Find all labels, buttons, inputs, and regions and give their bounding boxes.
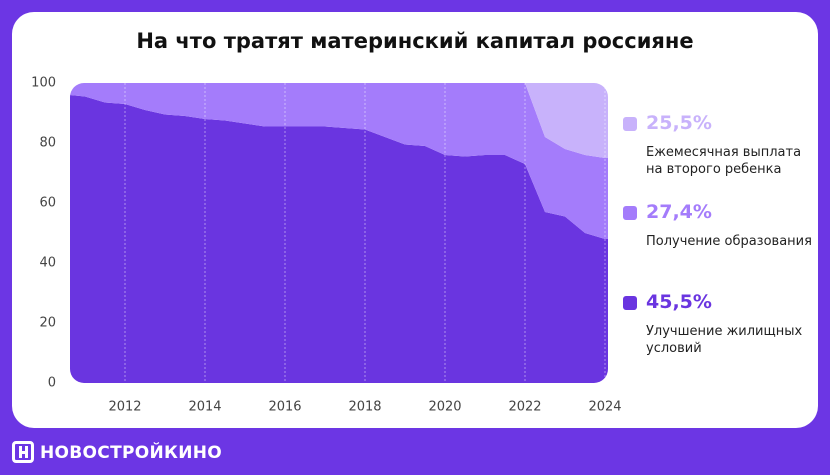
y-tick-label: 80 (39, 136, 56, 151)
y-tick-label: 100 (31, 76, 56, 91)
x-tick-label: 2024 (588, 400, 621, 415)
y-tick-label: 20 (39, 316, 56, 331)
legend-value: 27,4% (646, 201, 712, 223)
area (70, 83, 608, 239)
legend-label: Улучшение жилищных условий (646, 324, 803, 356)
x-tick-label: 2012 (108, 400, 141, 415)
x-tick-label: 2016 (268, 400, 301, 415)
area (70, 95, 608, 383)
x-tick-label: 2018 (348, 400, 381, 415)
area (70, 83, 608, 158)
chart-title: На что тратят материнский капитал россия… (136, 29, 693, 53)
legend-label: Получение образования (646, 234, 812, 249)
legend-label: Ежемесячная выплата на второго ребенка (646, 145, 802, 177)
logo-icon (12, 441, 34, 463)
x-tick-label: 2020 (428, 400, 461, 415)
legend-swatch (623, 296, 637, 310)
y-tick-label: 60 (39, 196, 56, 211)
legend-swatch (623, 117, 637, 131)
x-tick-label: 2022 (508, 400, 541, 415)
y-tick-label: 0 (48, 376, 56, 391)
legend-value: 25,5% (646, 112, 712, 134)
legend-value: 45,5% (646, 291, 712, 313)
x-tick-label: 2014 (188, 400, 221, 415)
y-tick-label: 40 (39, 256, 56, 271)
brand: НОВОСТРОЙКИНО (40, 443, 223, 463)
plot-area (70, 83, 608, 383)
legend-swatch (623, 206, 637, 220)
